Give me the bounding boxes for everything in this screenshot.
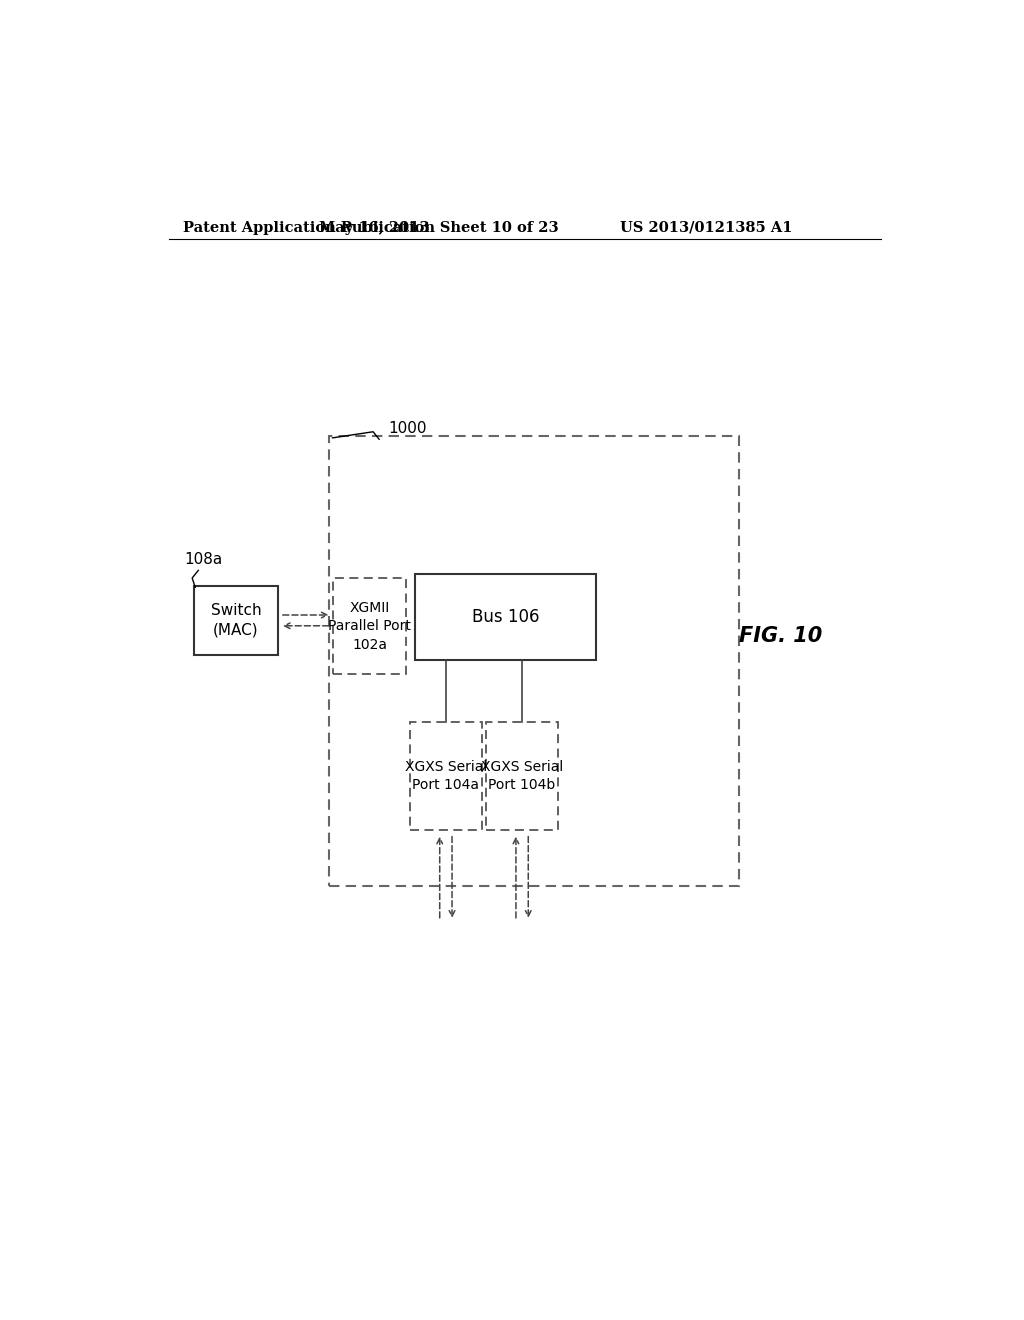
Text: 108a: 108a: [184, 552, 222, 566]
Bar: [333, 578, 407, 675]
Text: May 16, 2013  Sheet 10 of 23: May 16, 2013 Sheet 10 of 23: [318, 220, 558, 235]
Bar: [410, 722, 481, 830]
Bar: [330, 436, 739, 886]
Bar: [486, 722, 558, 830]
Text: FIG. 10: FIG. 10: [739, 626, 822, 645]
Text: Bus 106: Bus 106: [472, 609, 540, 626]
Text: XGXS Serial
Port 104b: XGXS Serial Port 104b: [481, 760, 563, 792]
Text: Switch
(MAC): Switch (MAC): [211, 603, 261, 638]
Text: XGMII
Parallel Port
102a: XGMII Parallel Port 102a: [329, 601, 411, 652]
Bar: [416, 574, 596, 660]
Text: Patent Application Publication: Patent Application Publication: [183, 220, 435, 235]
Text: 1000: 1000: [388, 421, 427, 436]
Bar: [194, 586, 279, 655]
Text: XGXS Serial
Port 104a: XGXS Serial Port 104a: [404, 760, 487, 792]
Text: US 2013/0121385 A1: US 2013/0121385 A1: [620, 220, 792, 235]
